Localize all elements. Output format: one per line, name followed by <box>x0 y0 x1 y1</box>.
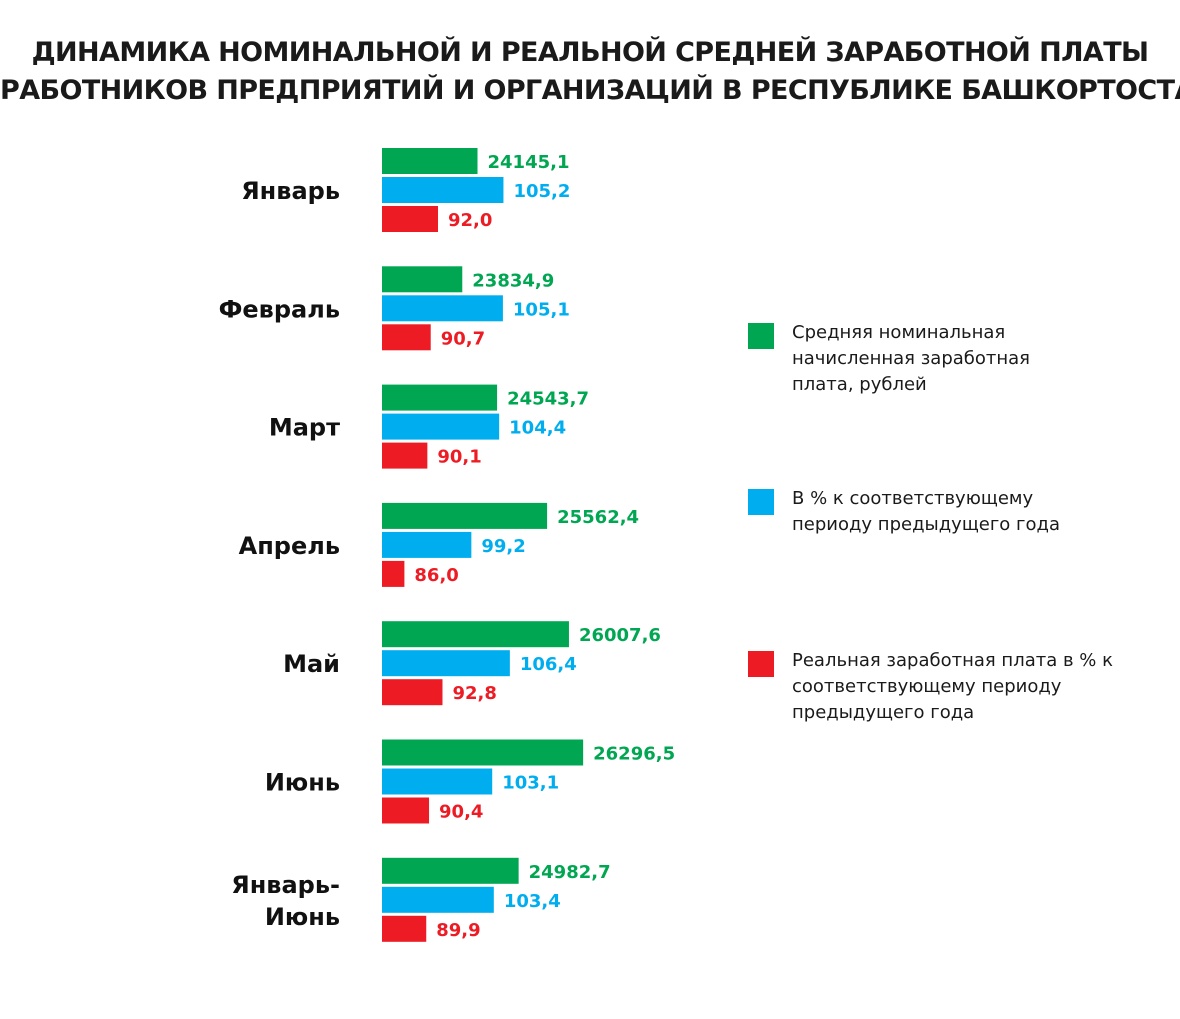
category-label: Март <box>269 414 340 442</box>
data-label: 23834,9 <box>472 270 554 291</box>
bar-percent <box>382 886 494 913</box>
data-label: 90,1 <box>437 447 481 468</box>
category-label-line: Апрель <box>239 532 340 560</box>
category-group: Февраль 23834,9 105,1 90,7 <box>219 266 570 351</box>
category-label: Февраль <box>219 295 340 323</box>
chart-title-line-1: ДИНАМИКА НОМИНАЛЬНОЙ И РЕАЛЬНОЙ СРЕДНЕЙ … <box>31 37 1149 68</box>
category-label: Январь <box>241 177 340 205</box>
category-group: Март 24543,7 104,4 90,1 <box>269 384 589 469</box>
bar-percent <box>382 177 504 203</box>
data-label: 103,1 <box>502 773 559 794</box>
legend-label-line: предыдущего года <box>792 702 975 723</box>
bar-percent <box>382 768 493 795</box>
bar-nominal <box>382 857 519 884</box>
category-label: Апрель <box>239 532 340 560</box>
legend-label: В % к соответствующему периоду предыдущег… <box>792 486 1122 538</box>
bar-real <box>382 206 438 232</box>
category-label: Май <box>283 650 340 678</box>
category-label-line: Февраль <box>219 295 340 323</box>
chart-title-line-2: РАБОТНИКОВ ПРЕДПРИЯТИЙ И ОРГАНИЗАЦИЙ В Р… <box>0 75 1180 106</box>
bar-real <box>382 324 431 351</box>
data-label: 92,0 <box>448 210 492 231</box>
data-label: 89,9 <box>436 920 480 941</box>
category-label-line: Январь <box>241 177 340 205</box>
legend-label-line: периоду предыдущего года <box>792 514 1060 535</box>
legend-label-line: соответствующему периоду <box>792 676 1062 697</box>
data-label: 90,7 <box>441 328 485 349</box>
bar-real <box>382 442 428 469</box>
bar-percent <box>382 413 500 440</box>
data-label: 106,4 <box>520 654 577 675</box>
data-label: 86,0 <box>414 565 458 586</box>
data-label: 103,4 <box>504 891 561 912</box>
data-label: 25562,4 <box>557 507 639 528</box>
bar-nominal <box>382 148 478 174</box>
data-label: 105,2 <box>513 181 570 202</box>
category-group: Июнь 26296,5 103,1 90,4 <box>265 739 675 824</box>
category-label-line: Июнь <box>265 769 340 797</box>
data-label: 104,4 <box>509 418 566 439</box>
legend-swatch <box>748 651 774 677</box>
bar-percent <box>382 295 503 322</box>
category-label-line: Май <box>283 650 340 678</box>
category-label-line: Март <box>269 414 340 442</box>
legend-label-line: Реальная заработная плата в % к <box>792 650 1113 671</box>
bar-nominal <box>382 739 584 766</box>
category-group: Апрель 25562,4 99,2 86,0 <box>239 502 639 587</box>
bar-nominal <box>382 621 569 648</box>
category-group: Январь 24145,1 105,2 92,0 <box>241 148 570 232</box>
bar-percent <box>382 531 472 558</box>
legend-swatch <box>748 323 774 349</box>
legend-label: Средняя номинальная начисленная заработна… <box>792 320 1122 398</box>
bar-nominal <box>382 502 548 529</box>
category-label: Июнь <box>265 769 340 797</box>
legend-label-line: плата, рублей <box>792 374 927 395</box>
data-label: 24982,7 <box>529 862 611 883</box>
bar-nominal <box>382 384 498 411</box>
data-label: 26296,5 <box>593 744 675 765</box>
bar-real <box>382 915 427 942</box>
legend-label-line: Средняя номинальная <box>792 322 1006 343</box>
bar-real <box>382 679 443 706</box>
category-label-line: Январь- <box>231 871 340 899</box>
category-label: Январь- Июнь <box>231 871 340 931</box>
data-label: 24145,1 <box>488 152 570 173</box>
bar-real <box>382 560 405 587</box>
data-label: 92,8 <box>452 683 496 704</box>
category-group: Январь- Июнь 24982,7 103,4 89,9 <box>231 857 611 942</box>
chart-title: ДИНАМИКА НОМИНАЛЬНОЙ И РЕАЛЬНОЙ СРЕДНЕЙ … <box>0 34 1180 110</box>
data-label: 99,2 <box>481 536 525 557</box>
bar-nominal <box>382 266 463 293</box>
bar-percent <box>382 650 510 677</box>
legend-label-line: начисленная заработная <box>792 348 1031 369</box>
data-label: 105,1 <box>513 299 570 320</box>
data-label: 24543,7 <box>507 389 589 410</box>
data-label: 90,4 <box>439 802 483 823</box>
data-label: 26007,6 <box>579 625 661 646</box>
bar-real <box>382 797 430 824</box>
category-label-line: Июнь <box>265 903 340 931</box>
legend-swatch <box>748 489 774 515</box>
legend-label: Реальная заработная плата в % к соответст… <box>792 648 1122 726</box>
legend-label-line: В % к соответствующему <box>792 488 1034 509</box>
bar-chart: Январь 24145,1 105,2 92,0 Февраль 23834,9 105,… <box>219 148 675 942</box>
